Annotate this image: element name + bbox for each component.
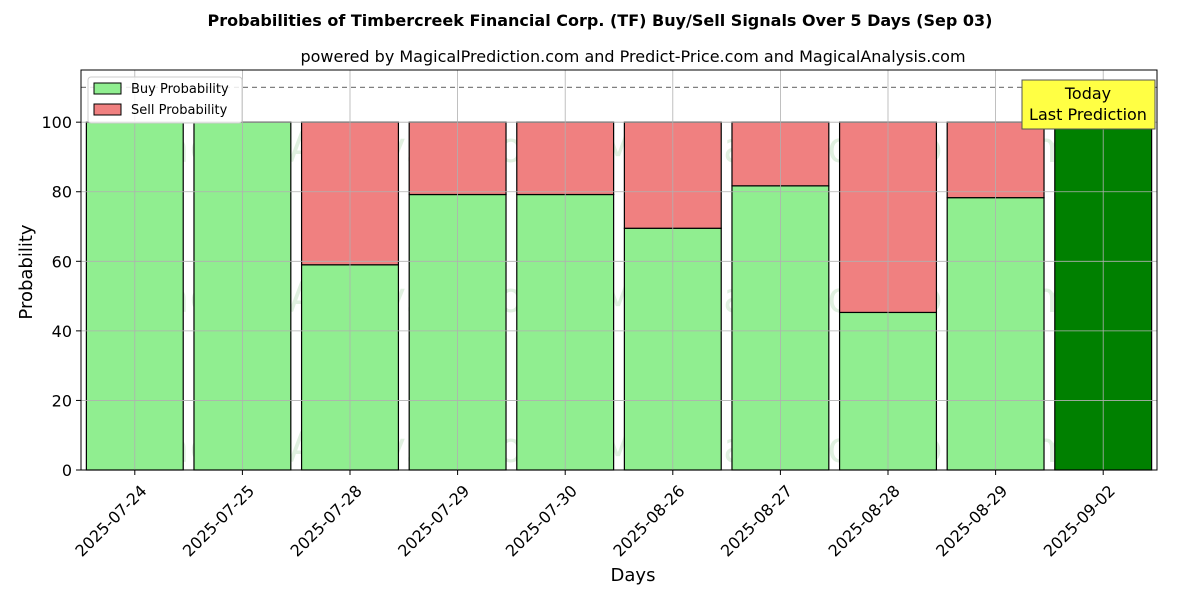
x-tick-label-2025-08-27: 2025-08-27 [717, 481, 796, 560]
x-tick-label-2025-08-26: 2025-08-26 [609, 481, 688, 560]
today-annotation: Today Last Prediction [1021, 79, 1156, 130]
x-tick-label-2025-08-28: 2025-08-28 [825, 481, 904, 560]
annotation-text: Today [1064, 84, 1111, 103]
annotation-text: Last Prediction [1029, 105, 1147, 124]
legend-label-sell: Sell Probability [131, 103, 228, 118]
annotation-box [1021, 79, 1156, 130]
plot-area: MagicalAnalysis.comMagicalPrediction.com… [41, 69, 1158, 560]
y-tick-label: 80 [52, 183, 72, 202]
x-axis-label: Days [611, 565, 656, 586]
x-tick-label-2025-08-29: 2025-08-29 [932, 481, 1011, 560]
x-tick-label-2025-07-24: 2025-07-24 [71, 481, 150, 560]
legend-swatch-sell [93, 103, 122, 116]
y-tick-label: 20 [52, 391, 72, 410]
x-tick-label-2025-07-29: 2025-07-29 [394, 481, 473, 560]
legend-swatch-buy [93, 82, 122, 95]
legend-label-buy: Buy Probability [131, 82, 229, 97]
y-tick-label: 60 [52, 252, 72, 271]
x-tick-label-2025-07-28: 2025-07-28 [287, 481, 366, 560]
chart-subtitle: powered by MagicalPrediction.com and Pre… [300, 47, 965, 66]
x-tick-label-2025-07-25: 2025-07-25 [179, 481, 258, 560]
x-tick-label-2025-09-02: 2025-09-02 [1040, 481, 1119, 560]
plot-frame [80, 69, 1158, 471]
x-tick-label-2025-07-30: 2025-07-30 [502, 481, 581, 560]
legend-box [87, 76, 243, 124]
chart-title: Probabilities of Timbercreek Financial C… [208, 11, 993, 30]
y-tick-label: 40 [52, 322, 72, 341]
y-tick-label: 0 [62, 461, 72, 480]
y-tick-label: 100 [41, 113, 72, 132]
y-axis-label: Probability [16, 224, 37, 319]
legend: Buy Probability Sell Probability [87, 76, 243, 124]
